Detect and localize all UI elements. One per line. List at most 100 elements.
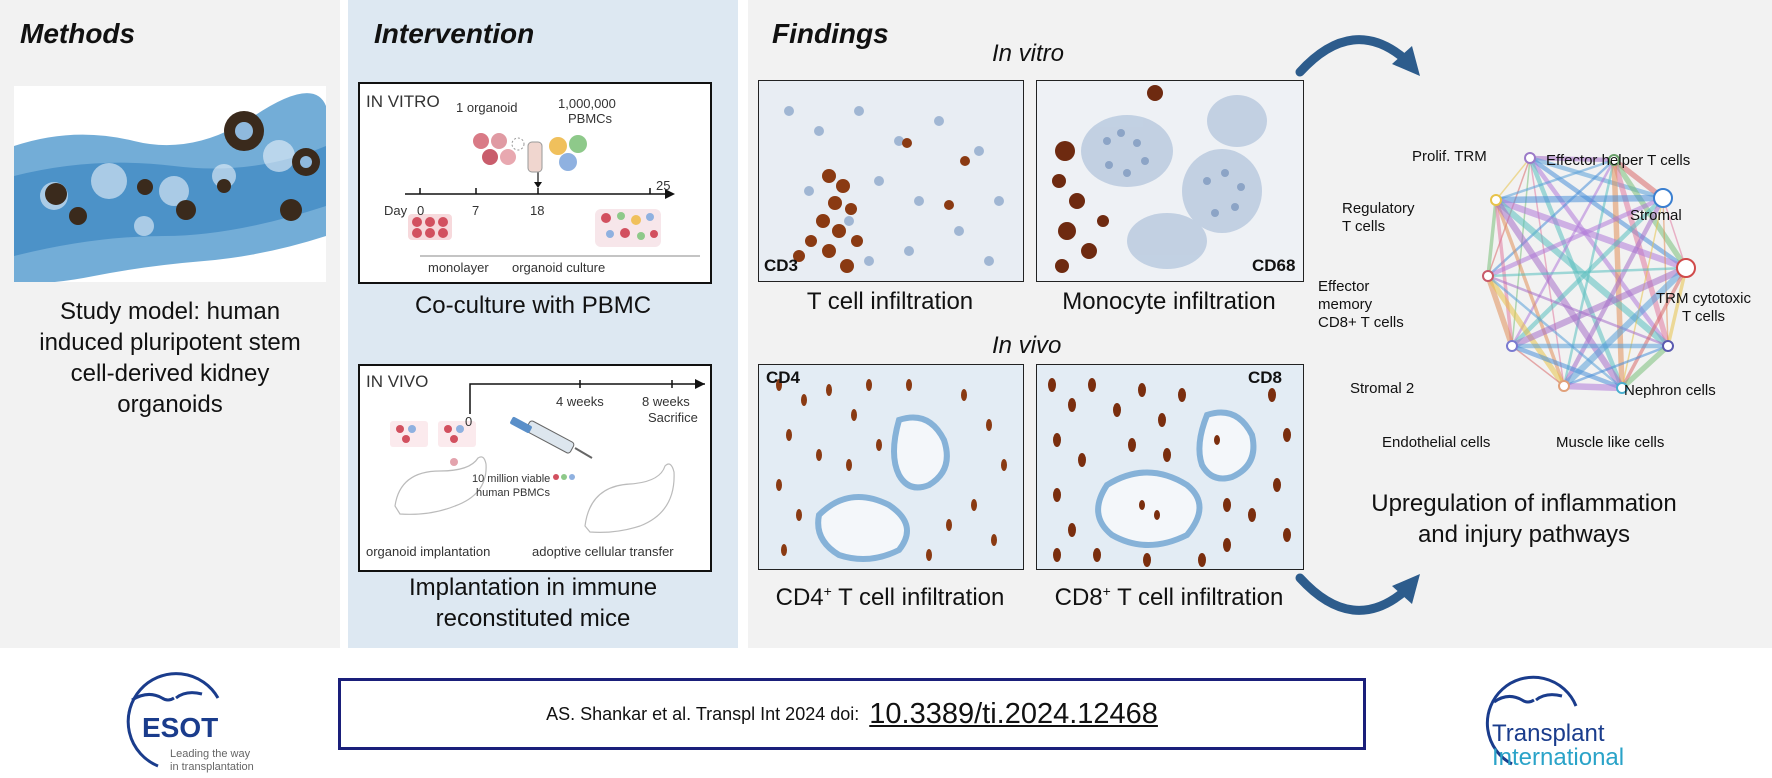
pbmc-dose-label: human PBMCs bbox=[476, 487, 550, 499]
network-edge bbox=[1662, 197, 1669, 347]
network-node-label: TRM cytotoxic T cells bbox=[1656, 290, 1751, 326]
network-node-label-line: Effector bbox=[1318, 278, 1370, 295]
network-edge bbox=[1563, 382, 1623, 392]
network-node-label-line: T cells bbox=[1342, 218, 1386, 235]
network-edge bbox=[1563, 344, 1669, 388]
network-edge bbox=[1528, 156, 1688, 270]
network-node-label-line: Regulatory bbox=[1342, 200, 1415, 217]
network-edge bbox=[1486, 199, 1498, 277]
organoid-culture-label: organoid culture bbox=[512, 260, 606, 275]
cd4-stain-label: CD4 bbox=[766, 368, 801, 387]
in-vivo-caption-line: Implantation in immune bbox=[408, 574, 658, 601]
network-edge bbox=[1511, 343, 1623, 391]
network-node-label: Endothelial cells bbox=[1382, 434, 1491, 451]
cd3-micrograph bbox=[758, 80, 1024, 282]
methods-caption-line: Study model: human bbox=[59, 298, 281, 325]
network-caption: Upregulation of inflammation and injury … bbox=[1324, 488, 1724, 550]
esot-tagline: Leading the way in transplantation bbox=[170, 748, 254, 774]
network-edge bbox=[1487, 195, 1664, 279]
in-vivo-diagram: IN VIVO 0 4 weeks 8 weeks Sacrifice 10 m… bbox=[358, 364, 712, 572]
cd4-caption-sup: + bbox=[823, 583, 832, 599]
network-node bbox=[1662, 340, 1674, 352]
cd3-caption: T cell infiltration bbox=[806, 288, 974, 315]
citation-box: AS. Shankar et al. Transpl Int 2024 doi:… bbox=[338, 678, 1366, 750]
network-node-label: Prolif. TRM bbox=[1412, 148, 1487, 165]
methods-caption-line: induced pluripotent stem bbox=[39, 329, 301, 356]
pbmc-count: 1,000,000 bbox=[558, 96, 616, 111]
network-edge bbox=[1485, 274, 1567, 388]
network-edge bbox=[1495, 158, 1615, 202]
network-node-label: Regulatory T cells bbox=[1342, 200, 1415, 236]
network-node-label: Stromal 2 bbox=[1350, 380, 1415, 397]
cd8-stain-label: CD8 bbox=[1248, 368, 1283, 387]
cd3-stain-label: CD3 bbox=[764, 256, 799, 275]
network-node-label: Effector helper T cells bbox=[1546, 152, 1691, 169]
methods-title: Methods bbox=[20, 18, 136, 49]
timepoint-label: 4 weeks bbox=[556, 394, 604, 409]
day-tick-label: 7 bbox=[472, 203, 480, 218]
esot-tagline-line: in transplantation bbox=[170, 761, 254, 773]
cd4-caption-main: CD4 bbox=[775, 584, 824, 611]
network-node-label-line: CD8+ T cells bbox=[1318, 314, 1404, 331]
network-edge bbox=[1510, 265, 1688, 349]
timepoint-label: 0 bbox=[465, 414, 473, 429]
network-node-label-line: T cells bbox=[1681, 308, 1726, 325]
citation: AS. Shankar et al. Transpl Int 2024 doi:… bbox=[341, 681, 1363, 747]
top-curved-arrow-icon bbox=[1295, 35, 1420, 77]
in-vivo-caption: Implantation in immune reconstituted mic… bbox=[348, 572, 718, 634]
network-edge bbox=[1612, 157, 1665, 201]
network-caption-line: and injury pathways bbox=[1417, 521, 1631, 548]
network-node bbox=[1524, 152, 1536, 164]
day-label: Day bbox=[384, 203, 408, 218]
network-edge bbox=[1561, 265, 1689, 389]
network-edge bbox=[1495, 194, 1664, 204]
cd4-caption: CD4+ T cell infiltration bbox=[748, 576, 1032, 613]
cd8-caption-sup: + bbox=[1102, 583, 1111, 599]
network-edge bbox=[1662, 197, 1687, 269]
cd8-caption-rest: T cell infiltration bbox=[1110, 584, 1284, 611]
logo-line-1: Transplant bbox=[1492, 720, 1605, 747]
citation-text: AS. Shankar et al. Transpl Int 2024 doi: bbox=[546, 703, 860, 724]
network-edge bbox=[1494, 199, 1514, 347]
intervention-title: Intervention bbox=[374, 18, 535, 49]
network-edge bbox=[1487, 275, 1623, 389]
pbmc-label: PBMCs bbox=[568, 111, 613, 126]
network-node-label: Muscle like cells bbox=[1556, 434, 1665, 451]
bottom-curved-arrow-icon bbox=[1295, 573, 1420, 615]
network-edge bbox=[1529, 155, 1615, 163]
network-node bbox=[1676, 258, 1696, 278]
implantation-label: organoid implantation bbox=[366, 544, 491, 559]
cd8-caption-main: CD8 bbox=[1054, 584, 1103, 611]
monolayer-label: monolayer bbox=[428, 260, 489, 275]
intervention-panel: Intervention bbox=[348, 0, 738, 648]
cd8-micrograph bbox=[1036, 364, 1304, 570]
network-edge bbox=[1493, 198, 1625, 390]
network-node bbox=[1558, 380, 1570, 392]
network-node-label-line: memory bbox=[1318, 296, 1373, 313]
network-node bbox=[1616, 382, 1628, 394]
sacrifice-label: Sacrifice bbox=[648, 410, 698, 425]
esot-logo: ESOT Leading the way in transplantation bbox=[118, 668, 298, 776]
network-edge bbox=[1666, 267, 1688, 347]
network-node bbox=[1608, 154, 1620, 166]
network-graph bbox=[1482, 152, 1696, 394]
findings-panel: Findings In vitro In vivo CD3 T cell inf… bbox=[748, 0, 1772, 648]
transplant-international-logo: Transplant International bbox=[1482, 668, 1682, 776]
day-tick-label: 18 bbox=[530, 203, 545, 218]
network-edge bbox=[1620, 343, 1670, 391]
methods-caption-line: cell-derived kidney bbox=[70, 360, 270, 387]
transfer-label: adoptive cellular transfer bbox=[532, 544, 674, 559]
network-edge bbox=[1495, 157, 1531, 201]
network-node-label-line: TRM cytotoxic bbox=[1656, 290, 1752, 307]
network-edge bbox=[1485, 275, 1515, 347]
network-edge bbox=[1611, 158, 1689, 270]
cd4-micrograph bbox=[758, 364, 1024, 570]
in-vivo-header: IN VIVO bbox=[366, 372, 429, 391]
cd68-stain-label: CD68 bbox=[1252, 256, 1296, 275]
doi-link[interactable]: 10.3389/ti.2024.12468 bbox=[869, 697, 1158, 730]
network-edge bbox=[1620, 267, 1688, 389]
methods-caption: Study model: human induced pluripotent s… bbox=[10, 296, 330, 420]
network-node-label: Nephron cells bbox=[1624, 382, 1716, 399]
in-vitro-caption: Co-culture with PBMC bbox=[414, 292, 652, 319]
cd68-micrograph bbox=[1036, 80, 1304, 282]
